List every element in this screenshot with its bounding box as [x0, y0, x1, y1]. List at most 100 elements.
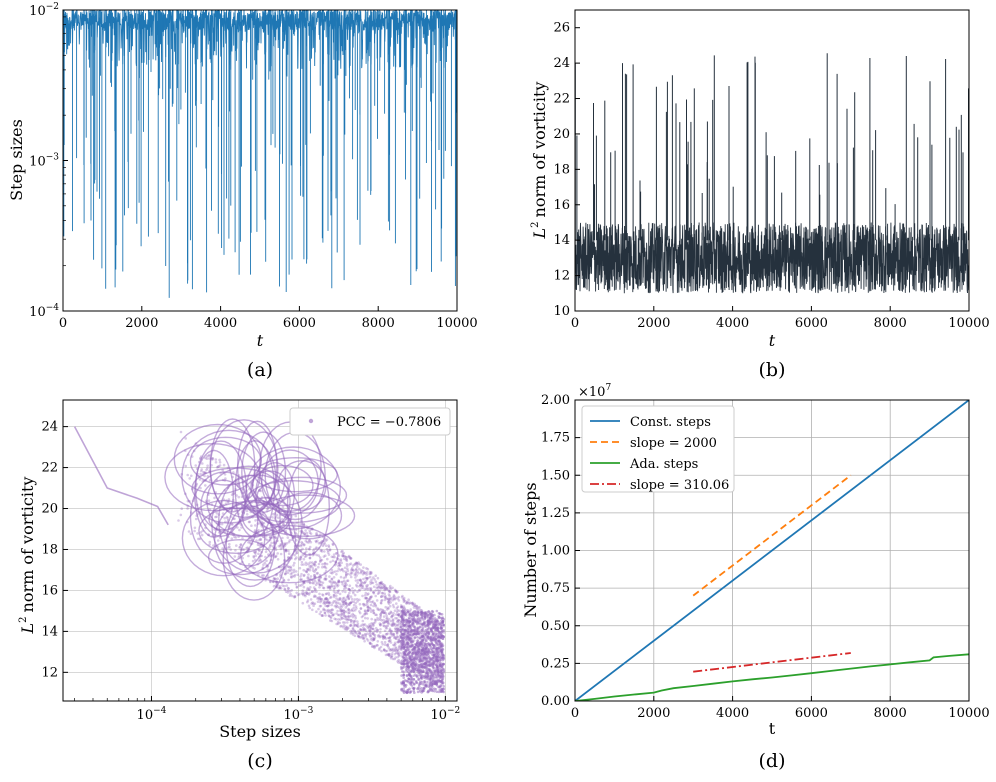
scatter-point: [325, 609, 329, 613]
scatter-point: [283, 584, 286, 588]
scatter-point: [302, 585, 306, 589]
scatter-point: [430, 677, 433, 680]
scatter-point: [396, 620, 399, 623]
scatter-point: [206, 464, 209, 468]
scatter-point: [387, 590, 391, 593]
scatter-point: [414, 657, 418, 661]
scatter-point: [296, 593, 300, 597]
scatter-point: [214, 461, 218, 464]
scatter-point: [433, 617, 437, 620]
scatter-point: [427, 685, 431, 688]
scatter-point: [388, 612, 391, 616]
scatter-point: [349, 589, 352, 592]
scatter-point: [363, 627, 366, 631]
scatter-point: [433, 680, 437, 684]
scatter-point: [287, 568, 291, 572]
scatter-point: [408, 610, 412, 613]
scatter-point: [318, 583, 322, 587]
scatter-point: [405, 659, 408, 662]
scatter-point: [323, 611, 327, 615]
scatter-point: [356, 581, 360, 585]
scatter-point: [257, 549, 261, 552]
scatter-point: [382, 649, 386, 652]
scatter-point: [327, 553, 331, 556]
scatter-point: [344, 627, 348, 630]
scatter-point: [385, 624, 388, 628]
scatter-point: [289, 572, 293, 576]
scatter-point: [381, 591, 385, 595]
scatter-point: [356, 634, 360, 638]
scatter-point: [373, 636, 377, 639]
scatter-point: [402, 598, 405, 601]
scatter-point: [347, 587, 351, 591]
scatter-point: [286, 589, 290, 592]
scatter-point: [324, 574, 328, 577]
scatter-point: [339, 625, 342, 628]
scatter-point: [373, 646, 376, 650]
scatter-point: [413, 602, 416, 606]
scatter-point: [323, 577, 327, 580]
panel-b-ylabel: L2norm of vorticity: [530, 82, 549, 240]
scatter-point: [433, 689, 436, 693]
scatter-point: [218, 464, 222, 467]
scatter-point: [410, 601, 414, 605]
scatter-point: [381, 643, 385, 646]
scatter-point: [360, 569, 363, 572]
panel-b-caption: (b): [759, 359, 786, 381]
scatter-point: [351, 612, 355, 616]
scatter-point: [434, 670, 437, 673]
scatter-point: [324, 566, 328, 570]
scatter-point: [388, 640, 391, 643]
scatter-point: [319, 559, 322, 563]
scatter-point: [258, 538, 261, 542]
scatter-point: [365, 637, 369, 641]
scatter-point: [355, 624, 359, 628]
scatter-point: [285, 569, 288, 572]
scatter-point: [342, 555, 346, 558]
scatter-point: [422, 612, 426, 615]
scatter-point: [336, 590, 340, 593]
scatter-point: [320, 597, 324, 601]
scatter-point: [384, 586, 387, 590]
scatter-point: [218, 461, 222, 464]
scatter-point: [262, 574, 265, 577]
scatter-point: [384, 621, 387, 624]
scatter-point: [397, 645, 401, 649]
scatter-point: [386, 619, 389, 623]
scatter-point: [369, 595, 372, 599]
scatter-point: [349, 618, 353, 622]
panel-d-ytick-label: 0.50: [541, 619, 570, 634]
scatter-point: [433, 620, 437, 623]
scatter-point: [336, 609, 339, 613]
scatter-point: [399, 623, 403, 627]
scatter-point: [304, 561, 308, 565]
scatter-point: [365, 587, 368, 591]
scatter-point: [234, 549, 237, 552]
scatter-point: [281, 584, 284, 587]
scatter-point: [380, 611, 383, 614]
scatter-point: [396, 627, 400, 631]
scatter-point: [397, 599, 401, 602]
scatter-point: [408, 650, 412, 654]
scatter-point: [289, 592, 292, 596]
scatter-point: [376, 607, 379, 610]
scatter-point: [342, 611, 346, 615]
panel-b-ylabel-sup: 2: [530, 221, 541, 227]
scatter-point: [295, 585, 299, 589]
scatter-point: [317, 596, 320, 600]
scatter-point: [330, 577, 334, 581]
scatter-point: [438, 674, 441, 678]
scatter-point: [329, 609, 333, 612]
scatter-point: [382, 583, 385, 586]
scatter-point: [370, 578, 373, 581]
scatter-point: [344, 600, 347, 603]
scatter-point: [383, 584, 387, 587]
scatter-trajectory: [193, 449, 234, 538]
scatter-point: [332, 587, 336, 591]
scatter-point: [371, 581, 375, 585]
scatter-point: [383, 609, 386, 613]
scatter-point: [408, 601, 412, 604]
scatter-point: [396, 626, 399, 630]
scatter-point: [433, 654, 437, 657]
scatter-point: [408, 602, 411, 605]
